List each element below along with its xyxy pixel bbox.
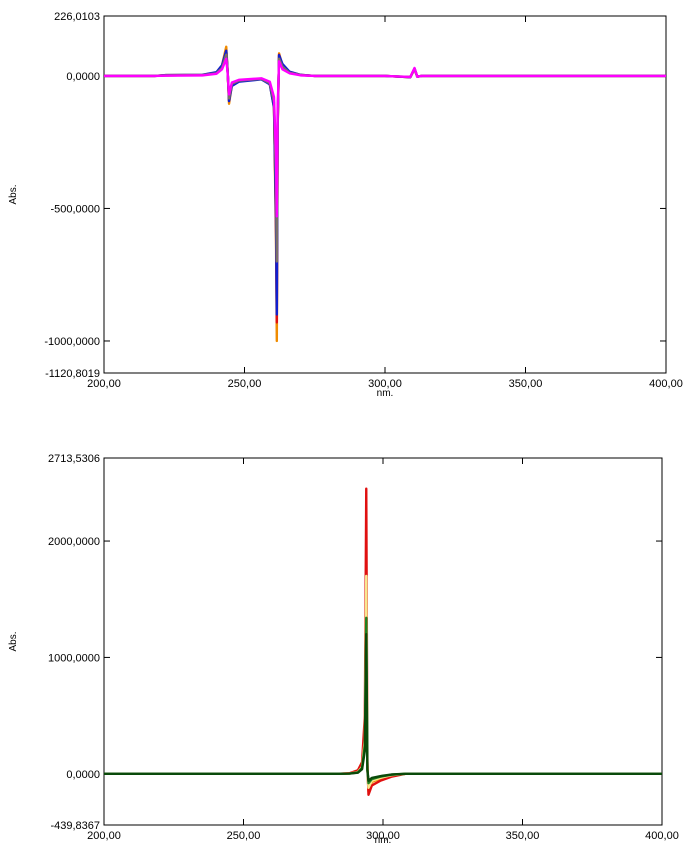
series-line-gray (104, 53, 666, 263)
series-line-blue (104, 49, 666, 316)
y-tick-label: -500,0000 (50, 203, 100, 215)
x-axis-label: nm. (375, 835, 392, 845)
series-line-green (104, 616, 662, 785)
y-tick-label: -1120,8019 (45, 368, 100, 380)
x-tick-label: 400,00 (645, 830, 679, 842)
x-axis-label: nm. (377, 388, 394, 399)
y-tick-label: 2000,0000 (48, 536, 100, 548)
y-tick-label: -439,8367 (50, 820, 100, 832)
x-tick-label: 350,00 (506, 830, 540, 842)
x-tick-label: 250,00 (227, 830, 261, 842)
x-tick-label: 350,00 (509, 378, 543, 390)
series-line-darkgreen (104, 632, 662, 782)
x-tick-label: 250,00 (228, 378, 262, 390)
y-tick-label: 1000,0000 (48, 652, 100, 664)
series-line-magenta (104, 57, 666, 218)
series-line-red (104, 49, 666, 324)
x-tick-label: 400,00 (649, 378, 683, 390)
x-tick-label: 200,00 (87, 378, 121, 390)
series-line-yellow (104, 574, 662, 789)
y-axis-label: Abs. (8, 631, 19, 651)
plot-frame (103, 457, 663, 826)
y-tick-label: 0,0000 (66, 71, 100, 83)
series-line-orange (104, 45, 666, 343)
y-tick-label: -1000,0000 (44, 336, 100, 348)
series-line-orange (104, 598, 662, 793)
y-tick-label: 0,0000 (66, 769, 100, 781)
x-tick-label: 300,00 (366, 830, 400, 842)
x-tick-label: 200,00 (87, 830, 121, 842)
chart-top: 200,00 250,00 300,00 350,00 400,00 226,0103 0,… (8, 11, 683, 399)
plot-frame (103, 15, 667, 374)
x-tick-label: 300,00 (368, 378, 402, 390)
chart-bottom: 200,00 250,00 300,00 350,00 400,00 2713,5306 2… (8, 453, 679, 846)
y-axis-label: Abs. (8, 184, 19, 204)
y-tick-label: 2713,5306 (48, 453, 100, 465)
y-tick-label: 226,0103 (54, 11, 100, 23)
series-line-red (104, 487, 662, 796)
